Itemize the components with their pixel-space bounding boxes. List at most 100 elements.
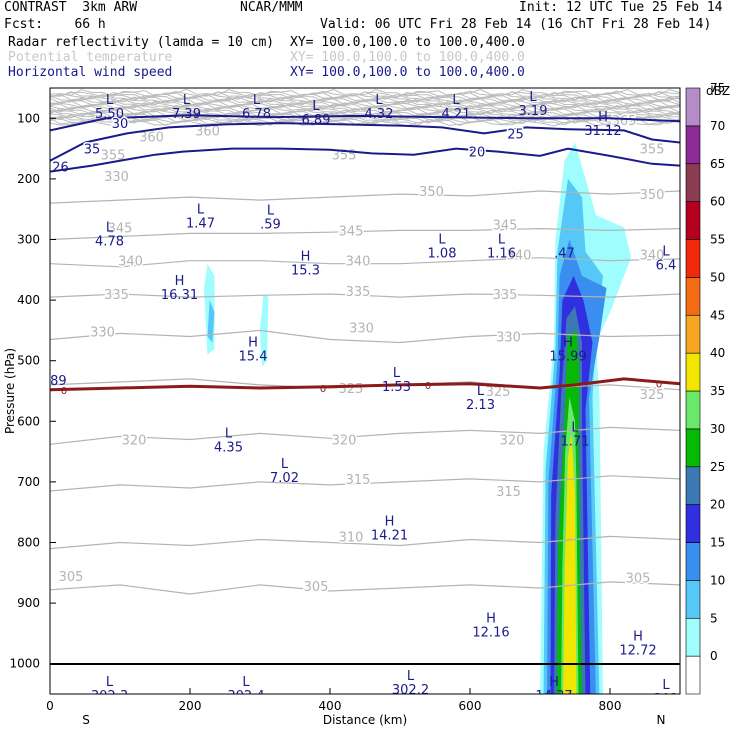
colorbar-label-50: 50 [710,270,725,284]
extremum-type: L [197,202,205,217]
model-title: CONTRAST 3km ARW [4,0,138,15]
theta-label: 320 [332,433,357,448]
theta-contour-350 [50,190,680,204]
theta-label: 355 [640,143,665,158]
x-tick-label: 0 [46,699,54,713]
extremum-type: L [106,220,114,235]
extremum-value: 26 [52,161,69,176]
colorbar-label-30: 30 [710,422,725,436]
theta-label: 325 [640,388,665,403]
extremum-value: 301 [654,692,679,707]
theta-label: 330 [90,326,115,341]
extremum-type: H [598,110,608,125]
extremum-value: 302.3 [91,689,128,704]
theta-label: 305 [626,572,651,587]
colorbar-label-0: 0 [710,649,718,663]
colorbar-swatch-70 [685,125,701,165]
theta-label: 340 [507,249,532,264]
wind-contour-20 [50,147,680,173]
y-tick-label: 300 [17,233,40,247]
zero-contour-label: 0 [61,386,67,397]
theta-label: 305 [59,570,84,585]
extremum-type: H [175,274,185,289]
colorbar-label-45: 45 [710,308,725,322]
extremum-type: L [225,426,233,441]
theta-label: 345 [493,218,518,233]
theta-contour-stratosphere [50,101,680,109]
theta-contour-stratosphere [50,117,680,126]
extremum-value: .59 [260,217,281,232]
theta-label: 315 [496,485,521,500]
theta-label: 340 [118,255,143,270]
theta-label: 335 [346,285,371,300]
y-tick-label: 700 [17,475,40,489]
theta-contour-stratosphere [50,92,680,101]
extremum-value: 2.13 [466,398,495,413]
extremum-type: L [477,384,485,399]
theta-label: 340 [346,255,371,270]
extremum-value: 5.50 [95,107,124,122]
y-tick-label: 400 [17,293,40,307]
x-axis-label: Distance (km) [323,713,407,727]
theta-contour-stratosphere [50,102,680,111]
theta-label: 350 [419,185,444,200]
colorbar-swatch-0 [685,655,701,695]
extremum-type: L [253,93,261,108]
plot-frame [49,87,681,695]
theta-label: 320 [122,433,147,448]
colorbar-swatch-50 [685,277,701,316]
extremum-value: 1.47 [186,216,215,231]
reflectivity-cell-40dbz [563,433,577,694]
theta-label: 320 [500,433,525,448]
forecast-hour: Fcst: 66 h [4,17,106,32]
extremum-value: .47 [554,247,575,262]
theta-label: 360 [195,124,220,139]
y-tick-label: 100 [17,111,40,125]
colorbar-swatch-35 [685,390,701,430]
theta-label: 330 [496,330,521,345]
extremum-type: L [183,93,191,108]
theta-label: 335 [493,288,518,303]
extremum-value: 1.08 [428,247,457,262]
wind-label: 25 [507,127,524,142]
y-tick-label: 1000 [9,657,40,671]
extremum-value: 14.37 [535,689,572,704]
theta-contour-340 [50,257,680,268]
theta-label: 360 [139,130,164,145]
colorbar-swatch-75 [685,87,701,127]
x-tick-label: 200 [179,699,202,713]
colorbar-unit: dBZ [706,84,730,98]
extremum-type: L [438,233,446,248]
colorbar-swatch-20 [685,504,701,543]
colorbar-label-5: 5 [710,611,718,625]
y-axis-label: Pressure (hPa) [3,348,17,434]
zero-contour-label: 0 [656,380,662,391]
extremum-value: 1.16 [487,247,516,262]
colorbar-label-20: 20 [710,498,725,512]
theta-label: 325 [486,385,511,400]
y-tick-label: 800 [17,536,40,550]
theta-contour-305 [50,581,680,595]
theta-label: 350 [640,188,665,203]
extremum-type: L [407,669,415,684]
x-end-label-left: S [82,713,90,727]
extremum-value: 16.31 [161,288,198,303]
colorbar-label-10: 10 [710,573,725,587]
extremum-type: L [452,93,460,108]
extremum-value: 1.53 [382,380,411,395]
theta-contour-335 [50,293,680,298]
colorbar-swatch-45 [685,314,701,354]
colorbar-swatch-15 [685,542,701,581]
extremum-value: 31.12 [584,124,621,139]
extremum-type: L [662,678,670,693]
theta-contour-stratosphere [50,93,680,102]
extremum-value: 89 [50,374,67,389]
extremum-type: H [549,675,559,690]
colorbar-label-60: 60 [710,195,725,209]
theta-label: 315 [346,473,371,488]
theta-label: 340 [640,249,665,264]
extremum-type: H [486,611,496,626]
extremum-value: 6.89 [302,113,331,128]
y-tick-label: 200 [17,172,40,186]
